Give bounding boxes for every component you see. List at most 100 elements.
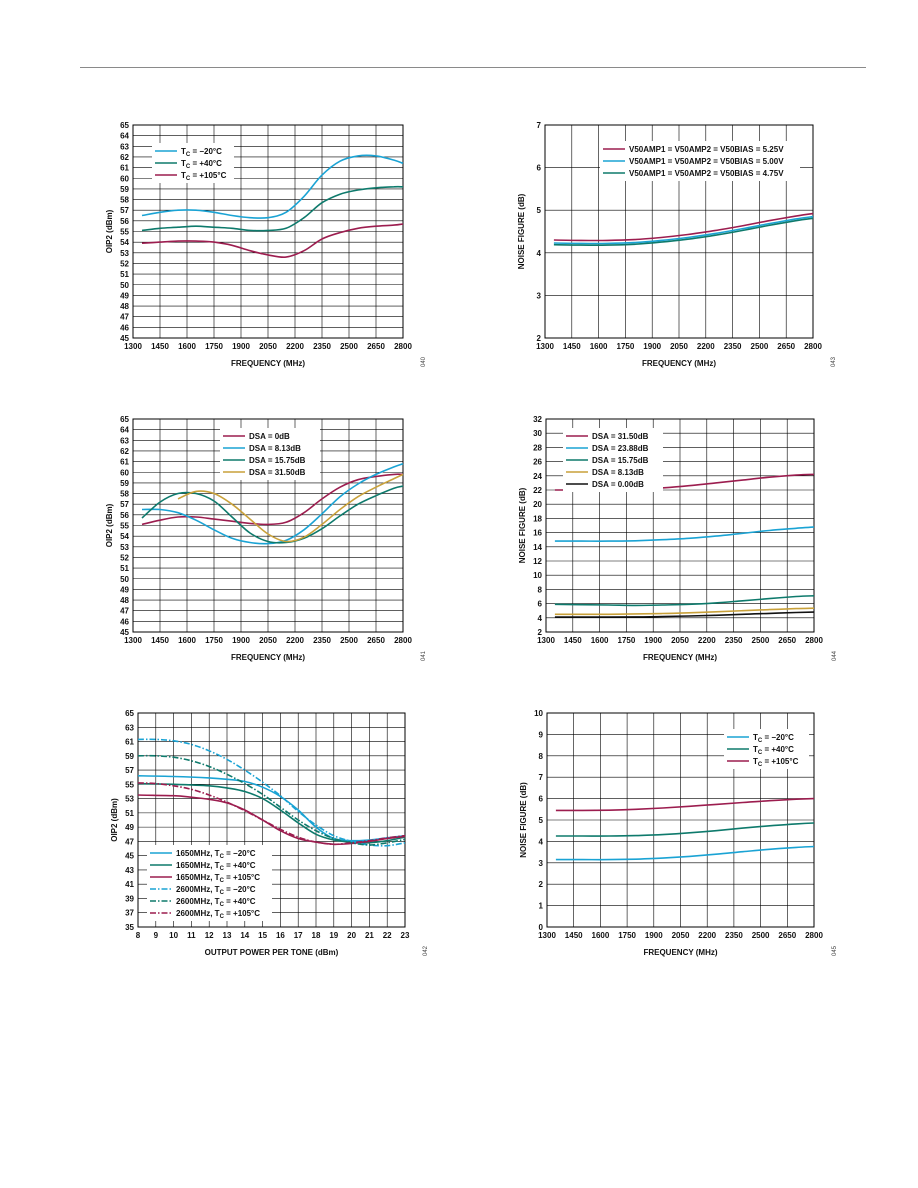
y-tick-label: 51	[120, 564, 129, 573]
series-line	[554, 526, 815, 542]
y-tick-label: 52	[120, 259, 129, 268]
y-tick-label: 47	[125, 837, 134, 846]
y-tick-label: 49	[120, 291, 129, 300]
legend-label: DSA = 23.88dB	[592, 444, 649, 453]
x-tick-label: 2800	[394, 636, 412, 645]
y-tick-label: 60	[120, 174, 129, 183]
y-tick-label: 48	[120, 596, 129, 605]
y-tick-label: 55	[120, 228, 129, 237]
y-tick-label: 49	[125, 823, 134, 832]
legend-background	[600, 141, 800, 181]
x-tick-label: 11	[187, 931, 196, 940]
x-tick-label: 1900	[643, 342, 661, 351]
y-tick-label: 41	[125, 880, 134, 889]
plot-frame	[132, 124, 404, 339]
y-axis-label: NOISE FIGURE (dB)	[518, 487, 527, 563]
legend: TC = −20°CTC = +40°CTC = +105°C	[152, 143, 234, 183]
x-tick-label: 2200	[698, 931, 716, 940]
x-tick-label: 1750	[205, 636, 223, 645]
y-tick-label: 53	[120, 249, 129, 258]
y-tick-label: 62	[120, 447, 129, 456]
x-tick-label: 2800	[805, 931, 823, 940]
legend-label: DSA = 15.75dB	[592, 456, 649, 465]
x-tick-label: 2500	[752, 931, 770, 940]
figure-id: 041	[421, 650, 427, 661]
y-axis-label: NOISE FIGURE (dB)	[519, 782, 528, 858]
x-tick-label: 1900	[645, 931, 663, 940]
y-tick-label: 3	[539, 859, 544, 868]
x-tick-label: 12	[205, 931, 214, 940]
x-tick-label: 13	[223, 931, 232, 940]
series-line	[137, 794, 406, 846]
legend-label: DSA = 0.00dB	[592, 480, 644, 489]
x-tick-label: 1450	[564, 636, 582, 645]
header-rule	[80, 67, 866, 68]
y-tick-label: 3	[537, 291, 542, 300]
series-line	[137, 738, 406, 847]
x-tick-label: 22	[383, 931, 392, 940]
series-line	[554, 607, 815, 616]
legend-label: TC = +105°C	[181, 171, 227, 182]
x-tick-label: 2200	[286, 342, 304, 351]
y-tick-label: 60	[120, 468, 129, 477]
y-tick-label: 55	[120, 522, 129, 531]
series-line	[141, 185, 404, 232]
x-tick-label: 1600	[591, 636, 609, 645]
x-tick-label: 1750	[618, 636, 636, 645]
legend-background	[147, 845, 272, 921]
x-tick-label: 1600	[592, 931, 610, 940]
legend: TC = −20°CTC = +40°CTC = +105°C	[724, 729, 809, 769]
x-tick-label: 10	[169, 931, 178, 940]
series-line	[555, 797, 815, 812]
legend-label: V50AMP1 = V50AMP2 = V50BIAS = 4.75V	[629, 169, 784, 178]
legend-label: 2600MHz, TC = +40°C	[176, 897, 256, 908]
y-tick-label: 58	[120, 490, 129, 499]
y-tick-label: 46	[120, 617, 129, 626]
y-tick-label: 8	[538, 585, 543, 594]
x-tick-label: 2200	[697, 342, 715, 351]
legend-label: DSA = 0dB	[249, 432, 290, 441]
legend-label: TC = −20°C	[181, 147, 222, 158]
x-tick-label: 2650	[367, 636, 385, 645]
legend-label: DSA = 31.50dB	[592, 432, 649, 441]
y-tick-label: 61	[120, 458, 129, 467]
plot-frame	[544, 124, 814, 339]
y-tick-label: 47	[120, 313, 129, 322]
y-tick-label: 59	[120, 479, 129, 488]
y-tick-label: 45	[120, 334, 129, 343]
x-tick-label: 1900	[232, 636, 250, 645]
x-tick-label: 1600	[590, 342, 608, 351]
y-tick-label: 57	[125, 766, 134, 775]
x-tick-label: 2800	[804, 342, 822, 351]
series-line	[555, 822, 815, 837]
x-tick-label: 14	[240, 931, 249, 940]
x-tick-label: 1600	[178, 636, 196, 645]
y-tick-label: 62	[120, 153, 129, 162]
y-axis-label: OIP2 (dBm)	[105, 209, 114, 253]
legend-label: 1650MHz, TC = −20°C	[176, 849, 256, 860]
y-tick-label: 8	[539, 752, 544, 761]
y-tick-label: 48	[120, 302, 129, 311]
x-tick-label: 1750	[205, 342, 223, 351]
plot-frame	[137, 712, 406, 928]
y-tick-label: 47	[120, 607, 129, 616]
series-line	[137, 775, 406, 842]
y-tick-label: 4	[539, 837, 544, 846]
legend-label: 1650MHz, TC = +40°C	[176, 861, 256, 872]
y-tick-label: 35	[125, 923, 134, 932]
y-tick-label: 22	[533, 486, 542, 495]
oip2-vs-frequency-temperature-chart: 1300 1450 1600 1750 1900 2050 2200 2350 2500 2650…	[105, 121, 427, 368]
x-tick-label: 17	[294, 931, 303, 940]
y-axis-label: OIP2 (dBm)	[110, 798, 119, 842]
y-tick-label: 7	[539, 773, 544, 782]
x-tick-label: 1900	[644, 636, 662, 645]
y-tick-label: 24	[533, 472, 542, 481]
plot-frame	[546, 712, 815, 928]
y-tick-label: 16	[533, 529, 542, 538]
y-tick-label: 59	[120, 185, 129, 194]
x-tick-label: 2650	[778, 636, 796, 645]
noise-figure-vs-frequency-dsa-chart: 1300 1450 1600 1750 1900 2050 2200 2350 2500 2650…	[518, 415, 838, 662]
x-tick-label: 2650	[367, 342, 385, 351]
y-tick-label: 53	[125, 795, 134, 804]
x-tick-label: 2200	[286, 636, 304, 645]
